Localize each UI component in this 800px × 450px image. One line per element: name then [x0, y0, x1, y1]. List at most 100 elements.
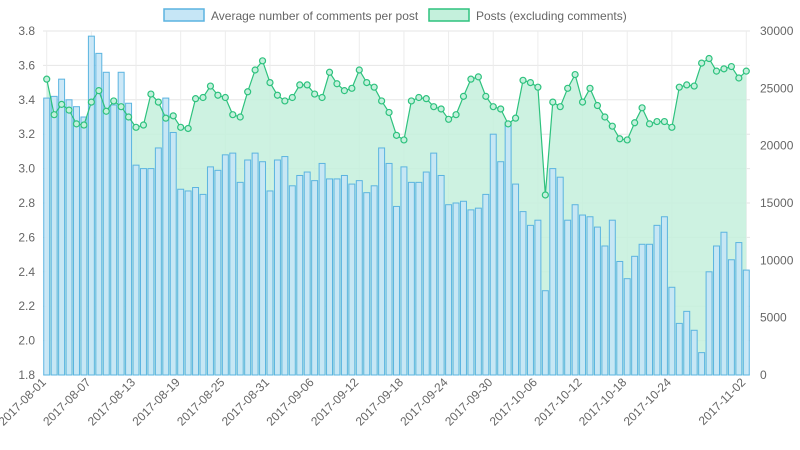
comment-bar [407, 181, 415, 376]
y-left-tick-label: 2.4 [18, 265, 35, 279]
comment-bar [616, 260, 624, 376]
comment-bar [206, 166, 214, 376]
comment-bar [125, 102, 133, 376]
legend: Average number of comments per post Post… [163, 8, 627, 23]
comment-bar [713, 245, 720, 376]
y-left-tick-label: 2.2 [18, 299, 35, 313]
comment-bar [593, 226, 601, 376]
comment-bar [73, 106, 80, 376]
posts-point [318, 93, 326, 102]
posts-point [645, 120, 654, 128]
comment-bar [690, 329, 698, 376]
comment-bar [303, 171, 311, 376]
posts-point [266, 78, 274, 87]
posts-point [556, 103, 564, 111]
comment-bar [638, 243, 646, 376]
posts-point [720, 65, 728, 73]
x-tick-label: 2017-10-24 [621, 375, 675, 429]
comment-bar [437, 174, 445, 376]
comment-bar [139, 168, 147, 376]
posts-point [422, 95, 430, 103]
comment-bar [273, 159, 281, 376]
posts-point [110, 97, 118, 105]
posts-point [482, 92, 490, 100]
comment-bar [177, 188, 185, 376]
posts-point [221, 93, 229, 102]
posts-point [638, 104, 646, 112]
comment-bar [586, 216, 594, 376]
comment-bar [370, 185, 378, 376]
comment-bar [251, 152, 259, 376]
comment-bar [281, 156, 289, 376]
posts-point [355, 66, 363, 74]
posts-point [705, 54, 713, 63]
posts-point [660, 117, 669, 126]
posts-point [742, 67, 750, 75]
comment-bar [683, 310, 691, 376]
comment-bar [244, 159, 252, 376]
legend-label-comments: Average number of comments per post [211, 9, 419, 23]
comment-bar [541, 290, 549, 376]
posts-point [698, 59, 706, 67]
comment-bar [58, 78, 66, 376]
comment-bar [482, 193, 490, 376]
comment-bar [50, 95, 58, 376]
posts-point [95, 87, 103, 95]
y-right-tick-label: 30000 [760, 24, 794, 38]
posts-point [549, 98, 557, 106]
posts-point [683, 81, 691, 89]
comment-bar [504, 121, 512, 376]
comment-bar [169, 131, 177, 376]
y-left-tick-label: 2.0 [18, 334, 35, 348]
comment-bar [147, 168, 155, 376]
y-left-tick-label: 2.6 [18, 230, 35, 244]
comment-bar [192, 187, 200, 376]
posts-point [608, 122, 616, 130]
comment-bar [326, 178, 333, 376]
comment-bar [497, 161, 505, 376]
comment-bar [660, 216, 668, 376]
posts-point [631, 119, 639, 127]
posts-point [727, 62, 735, 71]
comment-bar [199, 193, 207, 376]
posts-point [65, 106, 73, 114]
comment-bar [474, 207, 482, 376]
comment-bar [229, 152, 237, 376]
posts-point [593, 101, 602, 110]
posts-point [586, 84, 594, 92]
comment-bar [43, 97, 51, 376]
posts-point [184, 124, 192, 133]
posts-point [177, 123, 185, 131]
posts-point [117, 103, 125, 111]
posts-point [511, 114, 520, 122]
y-right-tick-label: 25000 [760, 81, 794, 95]
y-left-tick-label: 3.4 [18, 93, 35, 107]
comment-bar [132, 164, 140, 376]
comment-bar [393, 205, 400, 376]
comment-bar [214, 169, 222, 376]
posts-point [251, 66, 259, 74]
comment-bar [266, 190, 274, 376]
comment-bar [110, 104, 118, 376]
posts-point [385, 108, 393, 117]
posts-point [392, 131, 401, 139]
posts-point [124, 113, 133, 121]
comment-bar [564, 219, 572, 376]
comment-bar [445, 204, 453, 376]
posts-point [214, 91, 222, 99]
posts-point [564, 84, 572, 92]
comment-bar [698, 352, 706, 376]
posts-point [258, 57, 267, 65]
posts-point [244, 88, 252, 96]
comment-bar [646, 243, 654, 376]
comment-bar [571, 204, 579, 376]
posts-point [199, 93, 207, 102]
posts-point [541, 191, 549, 199]
posts-point [497, 105, 505, 113]
posts-point [467, 75, 475, 83]
posts-point [340, 87, 349, 95]
comment-bar [102, 71, 110, 376]
comment-bar [705, 271, 713, 376]
comment-bar [236, 181, 244, 376]
comment-bar [668, 286, 676, 376]
